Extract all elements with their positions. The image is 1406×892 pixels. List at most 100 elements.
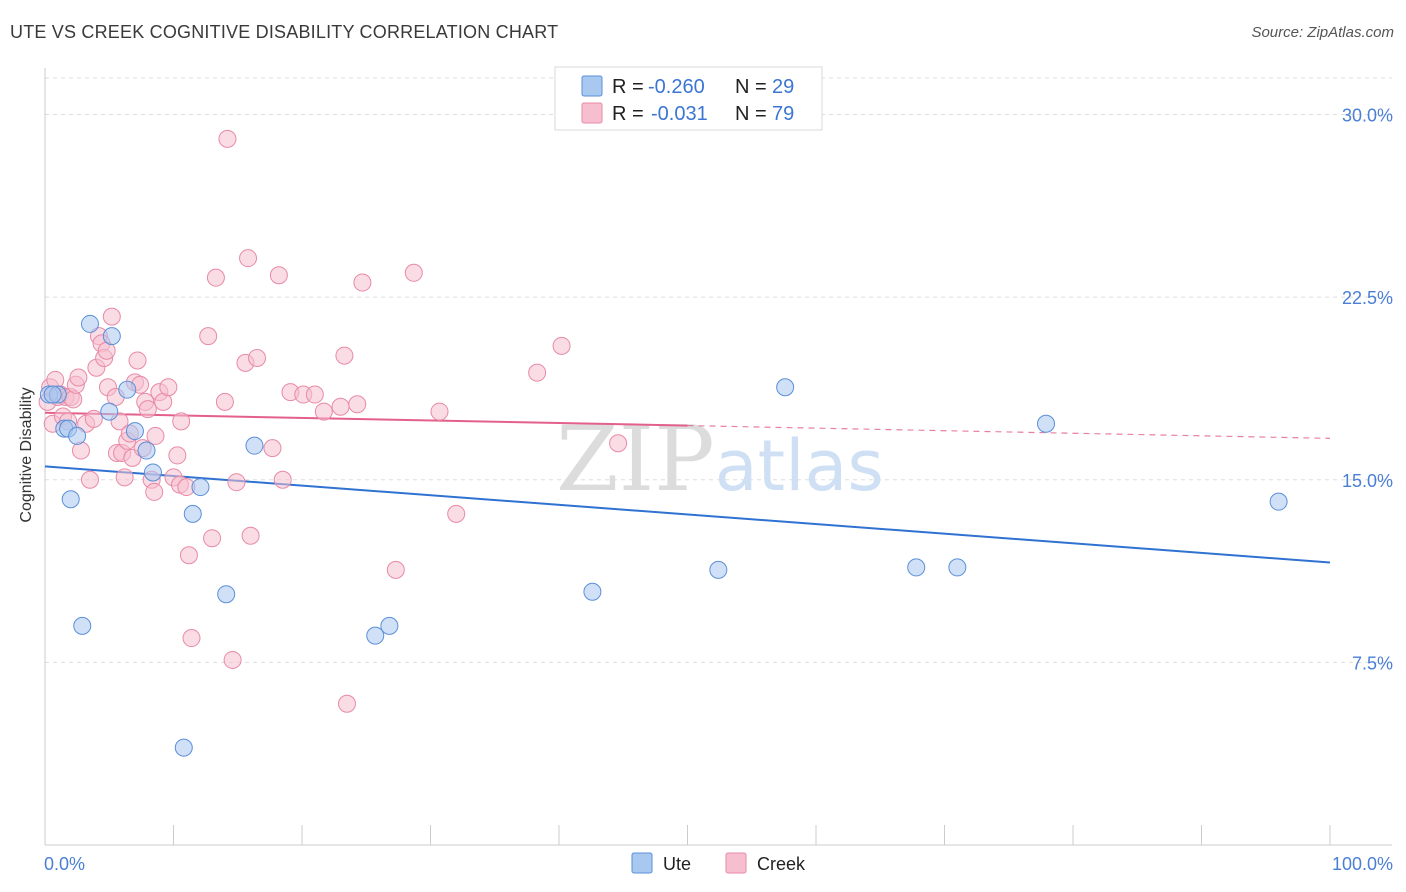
ute-point — [183, 504, 202, 523]
y-tick-label: 15.0% — [1342, 471, 1393, 491]
legend-n-value-creek: 79 — [772, 103, 794, 125]
creek-point — [528, 363, 547, 382]
trend-line-ute — [44, 465, 1331, 564]
ute-point — [118, 380, 137, 399]
y-tick-label: 30.0% — [1342, 106, 1393, 126]
ute-point — [366, 626, 385, 645]
ute-point — [709, 560, 728, 579]
legend-swatch-creek — [581, 102, 603, 124]
watermark: ZIPatlas — [556, 407, 884, 512]
ute-point — [1269, 492, 1288, 511]
creek-point — [138, 400, 157, 419]
creek-point — [331, 397, 350, 416]
creek-point — [248, 349, 267, 368]
creek-point — [179, 546, 198, 565]
ute-point — [776, 378, 795, 397]
legend-r-value-creek: -0.031 — [651, 103, 708, 125]
watermark-atlas: atlas — [715, 425, 884, 507]
x-tick-label-min: 0.0% — [44, 854, 85, 874]
creek-point — [386, 560, 405, 579]
creek-point — [348, 395, 367, 414]
creek-point — [182, 629, 201, 648]
ute-point — [143, 463, 162, 482]
tick-labels: 7.5% 15.0% 22.5% 30.0% 0.0% 100.0% — [44, 106, 1393, 874]
creek-point — [609, 434, 628, 453]
ute-point — [73, 616, 92, 635]
axes — [44, 68, 1392, 846]
creek-point — [314, 402, 333, 421]
creek-point — [128, 351, 147, 370]
creek-point — [84, 409, 103, 428]
ute-point — [125, 422, 144, 441]
legend-r-label-creek: R = — [612, 103, 644, 125]
creek-point — [206, 268, 225, 287]
legend-n-label-creek: N = — [735, 103, 767, 125]
creek-point — [273, 470, 292, 489]
ute-point — [68, 426, 87, 445]
creek-point — [430, 402, 449, 421]
creek-point — [353, 273, 372, 292]
creek-points — [38, 129, 628, 713]
legend-r-label-ute: R = — [612, 76, 644, 98]
creek-point — [145, 482, 164, 501]
creek-point — [146, 426, 165, 445]
ute-point — [583, 582, 602, 601]
y-tick-label: 22.5% — [1342, 288, 1393, 308]
legend-n-value-ute: 29 — [772, 76, 794, 98]
ute-point — [174, 738, 193, 757]
ute-point — [100, 402, 119, 421]
creek-point — [69, 368, 88, 387]
source-label: Source: ZipAtlas.com — [1251, 24, 1394, 41]
creek-point — [215, 392, 234, 411]
x-tick-label-max: 100.0% — [1332, 854, 1393, 874]
trend-line-extension-creek — [687, 424, 1331, 439]
legend-r-value-ute: -0.260 — [648, 76, 705, 98]
ute-point — [80, 314, 99, 333]
ute-point — [948, 558, 967, 577]
ute-point — [1037, 414, 1056, 433]
creek-point — [239, 249, 258, 268]
chart-title: UTE VS CREEK COGNITIVE DISABILITY CORREL… — [10, 22, 559, 42]
creek-point — [305, 385, 324, 404]
bottom-legend: Ute Creek — [631, 852, 806, 874]
creek-point — [404, 263, 423, 282]
creek-point — [102, 307, 121, 326]
creek-point — [552, 336, 571, 355]
ute-point — [907, 558, 926, 577]
ute-point — [380, 616, 399, 635]
ute-point — [191, 478, 210, 497]
creek-point — [203, 529, 222, 548]
ute-point — [43, 385, 62, 404]
creek-point — [80, 470, 99, 489]
ute-point — [245, 436, 264, 455]
ute-point — [102, 327, 121, 346]
ute-point — [137, 441, 156, 460]
bottom-legend-label-ute: Ute — [663, 854, 691, 874]
legend-n-label-ute: N = — [735, 76, 767, 98]
creek-point — [172, 412, 191, 431]
creek-point — [337, 694, 356, 713]
creek-point — [199, 327, 218, 346]
creek-point — [447, 504, 466, 523]
creek-point — [227, 473, 246, 492]
creek-point — [168, 446, 187, 465]
ute-point — [217, 585, 236, 604]
creek-point — [159, 378, 178, 397]
legend: R = -0.260 N = 29 R = -0.031 N = 79 — [554, 66, 823, 131]
bottom-legend-swatch-ute — [631, 852, 653, 874]
creek-point — [218, 129, 237, 148]
creek-point — [241, 526, 260, 545]
bottom-legend-swatch-creek — [725, 852, 747, 874]
creek-point — [263, 439, 282, 458]
legend-swatch-ute — [581, 75, 603, 97]
bottom-legend-label-creek: Creek — [757, 854, 806, 874]
creek-point — [335, 346, 354, 365]
y-tick-label: 7.5% — [1352, 653, 1393, 673]
ute-points — [39, 314, 1288, 757]
creek-point — [223, 650, 242, 669]
creek-point — [269, 266, 288, 285]
ute-point — [61, 490, 80, 509]
creek-point — [115, 468, 134, 487]
creek-point — [64, 390, 83, 409]
